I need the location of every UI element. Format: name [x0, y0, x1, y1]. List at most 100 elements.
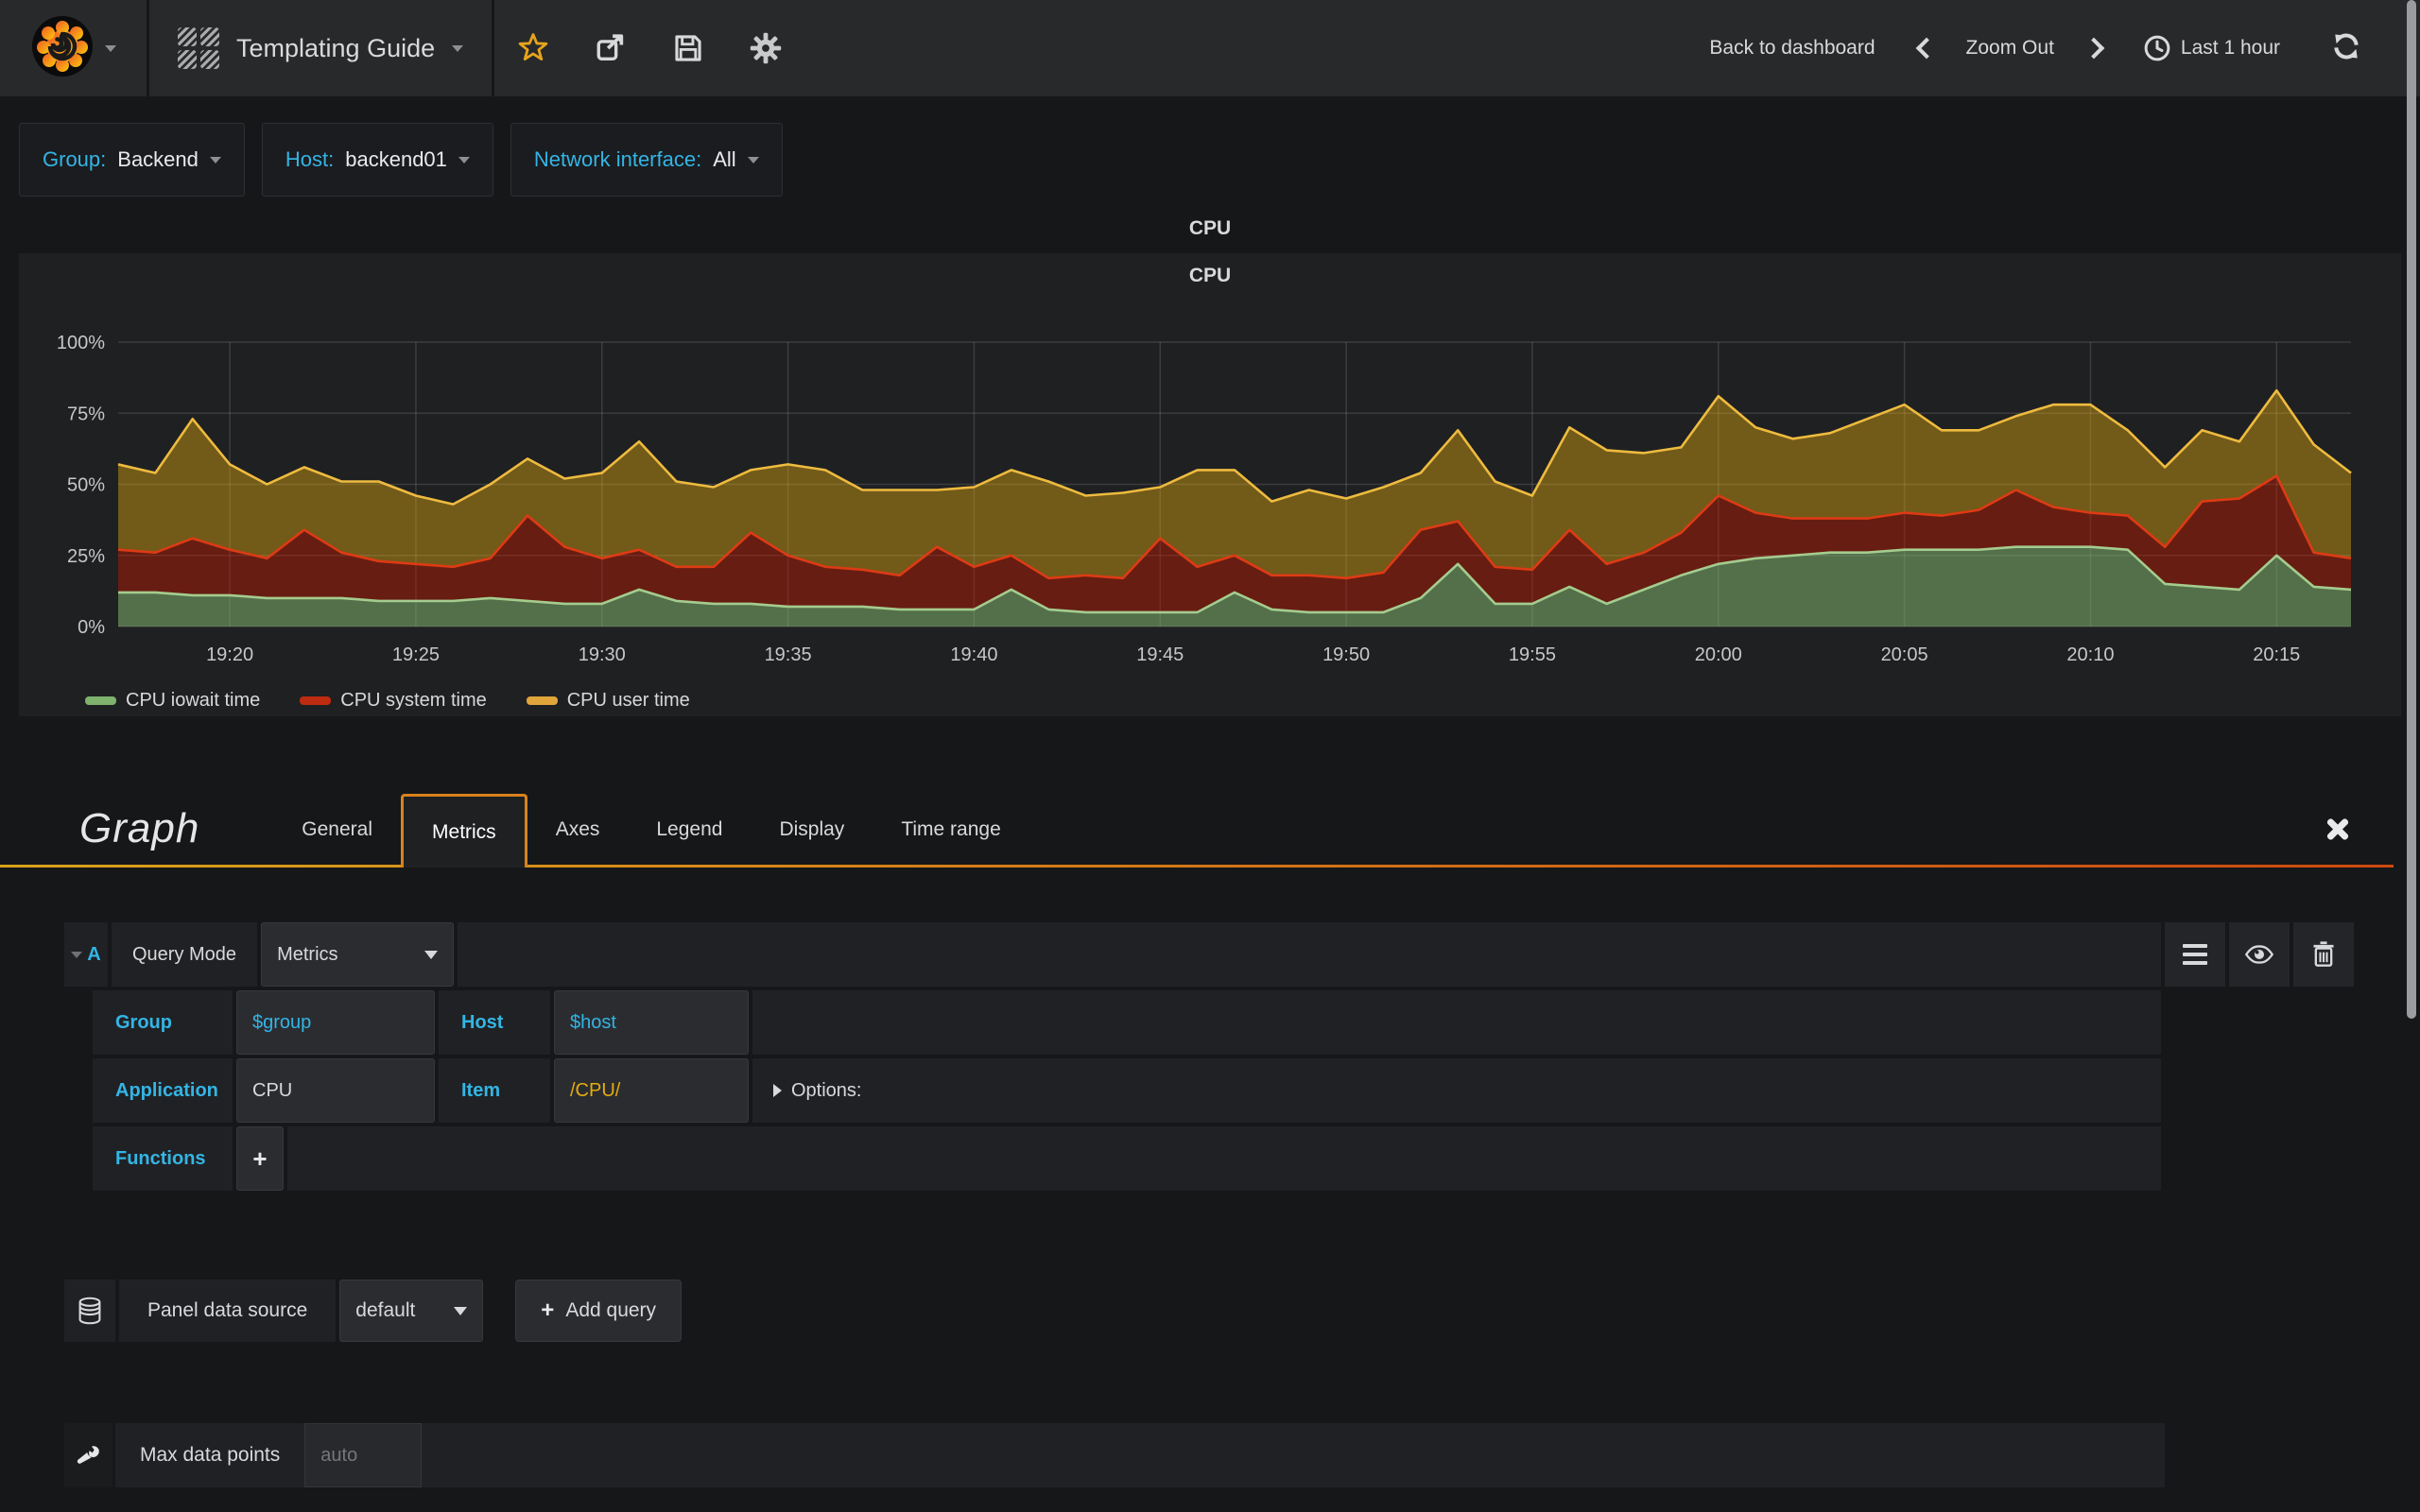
x-axis-tick-label: 19:50	[1322, 644, 1370, 665]
query-menu-button[interactable]	[2165, 922, 2225, 987]
tab-display[interactable]: Display	[779, 818, 845, 840]
x-axis-tick-label: 20:10	[2066, 644, 2114, 665]
scrollbar-thumb[interactable]	[2407, 0, 2416, 1019]
gear-icon	[750, 32, 782, 64]
variable-group-value: Backend	[117, 147, 199, 171]
variable-group-label: Group:	[43, 147, 107, 171]
time-shift-forward-icon[interactable]	[2083, 37, 2105, 60]
query-row-filler	[458, 922, 2161, 987]
area-cpu-system-time	[118, 475, 2351, 612]
tab-general[interactable]: General	[302, 818, 373, 840]
back-to-dashboard-button[interactable]: Back to dashboard	[1709, 37, 1876, 59]
y-axis-tick-label: 75%	[67, 404, 105, 424]
y-axis-tick-label: 25%	[67, 546, 105, 567]
field-application-input[interactable]: CPU	[236, 1058, 435, 1123]
variable-dropdown-host[interactable]: Host: backend01	[261, 123, 493, 197]
query-mode-select[interactable]: Metrics	[261, 922, 455, 987]
datasource-icon-cell	[64, 1280, 115, 1342]
save-dashboard-button[interactable]	[649, 0, 727, 96]
close-editor-icon[interactable]	[2325, 816, 2350, 841]
dashboard-caret-icon	[452, 44, 464, 52]
add-query-button[interactable]: + Add query	[515, 1280, 683, 1342]
query-ref-toggle[interactable]: A	[64, 922, 108, 987]
chart-legend: CPU iowait time CPU system time CPU user t…	[19, 681, 2401, 719]
row-filler	[422, 1423, 2165, 1487]
tab-time-range[interactable]: Time range	[901, 818, 1001, 840]
field-item-value: /CPU/	[570, 1079, 621, 1101]
x-axis-tick-label: 19:35	[765, 644, 812, 665]
clock-icon	[2144, 35, 2170, 61]
query-row-functions: Functions +	[93, 1126, 2161, 1191]
add-function-button[interactable]: +	[236, 1126, 284, 1191]
options-label: Options:	[791, 1079, 862, 1101]
grafana-menu-caret-icon	[104, 44, 116, 52]
field-host-label: Host	[439, 990, 550, 1055]
datasource-row: Panel data source default + Add query	[64, 1280, 2354, 1342]
settings-button[interactable]	[727, 0, 804, 96]
legend-item[interactable]: CPU user time	[526, 689, 690, 712]
x-axis-tick-label: 20:00	[1695, 644, 1742, 665]
line-cpu-system-time	[117, 474, 2352, 580]
variable-netif-label: Network interface:	[533, 147, 702, 171]
field-host-input[interactable]: $host	[554, 990, 749, 1055]
variable-dropdown-group[interactable]: Group: Backend	[19, 123, 245, 197]
tab-metrics[interactable]: Metrics	[401, 794, 527, 868]
query-toggle-visibility-button[interactable]	[2229, 922, 2290, 987]
field-group-label: Group	[93, 990, 233, 1055]
variable-host-label: Host:	[285, 147, 335, 171]
query-row-application-item: Application CPU Item /CPU/ Options:	[93, 1058, 2161, 1123]
query-mode-label: Query Mode	[112, 922, 258, 987]
time-shift-back-icon[interactable]	[1915, 37, 1937, 60]
legend-item[interactable]: CPU system time	[300, 690, 487, 712]
x-axis-tick-label: 19:25	[392, 644, 440, 665]
variable-host-value: backend01	[345, 147, 447, 171]
y-axis-tick-label: 50%	[67, 475, 105, 496]
eye-icon	[2244, 945, 2274, 964]
functions-label: Functions	[93, 1126, 233, 1191]
panel-header-title[interactable]: CPU	[1188, 217, 1232, 239]
legend-swatch-icon	[300, 696, 332, 705]
max-data-points-input[interactable]	[304, 1423, 423, 1487]
row-filler	[287, 1126, 2161, 1191]
x-axis-tick-label: 19:30	[579, 644, 626, 665]
legend-swatch-icon	[85, 696, 116, 705]
query-editor: A Query Mode Metrics	[64, 922, 2354, 1191]
max-data-points-row: Max data points	[64, 1423, 2354, 1487]
field-host-value: $host	[570, 1011, 616, 1033]
query-row-group-host: Group $group Host $host	[93, 990, 2161, 1055]
top-navbar: Templating Guide	[0, 0, 2420, 96]
save-icon	[675, 35, 701, 61]
dashboard-title-dropdown[interactable]: Templating Guide	[149, 0, 495, 96]
cpu-panel: CPU 0% 25% 50% 75% 100% 19:20 19:25 19:30 19:35 1…	[19, 253, 2401, 716]
query-delete-button[interactable]	[2293, 922, 2354, 987]
legend-item[interactable]: CPU iowait time	[85, 690, 260, 712]
time-picker-button[interactable]: Last 1 hour	[2143, 34, 2280, 62]
variable-netif-value: All	[713, 147, 736, 171]
datasource-value: default	[355, 1299, 416, 1321]
tab-axes[interactable]: Axes	[555, 818, 600, 840]
cpu-time-series-chart[interactable]: 0% 25% 50% 75% 100% 19:20 19:25 19:30 19:35 19:40…	[19, 297, 2401, 677]
legend-label: CPU user time	[566, 689, 690, 711]
tab-legend[interactable]: Legend	[656, 818, 723, 840]
line-cpu-iowait-time	[118, 545, 2352, 614]
wrench-icon	[77, 1446, 99, 1464]
zoom-out-button[interactable]: Zoom Out	[1965, 37, 2054, 59]
datasource-select[interactable]: default	[339, 1280, 484, 1342]
panel-datasource-label: Panel data source	[119, 1280, 337, 1342]
share-icon	[596, 34, 624, 61]
field-item-input[interactable]: /CPU/	[554, 1058, 749, 1123]
variable-dropdown-network-interface[interactable]: Network interface: All	[510, 123, 783, 197]
refresh-button[interactable]	[2331, 31, 2361, 66]
y-axis-tick-label: 0%	[78, 617, 105, 638]
options-toggle[interactable]: Options:	[752, 1058, 2161, 1123]
y-axis-tick-label: 100%	[57, 333, 105, 353]
grafana-menu-button[interactable]	[0, 0, 149, 96]
share-dashboard-button[interactable]	[572, 0, 649, 96]
panel-editor-tabs-bar: Graph General Metrics Axes Legend Displa…	[0, 790, 2420, 868]
panel-type-label: Graph	[79, 805, 200, 851]
grafana-logo-icon	[31, 15, 94, 82]
field-group-input[interactable]: $group	[236, 990, 435, 1055]
row-filler	[752, 990, 2161, 1055]
star-dashboard-button[interactable]	[494, 0, 572, 96]
field-application-value: CPU	[252, 1079, 293, 1101]
